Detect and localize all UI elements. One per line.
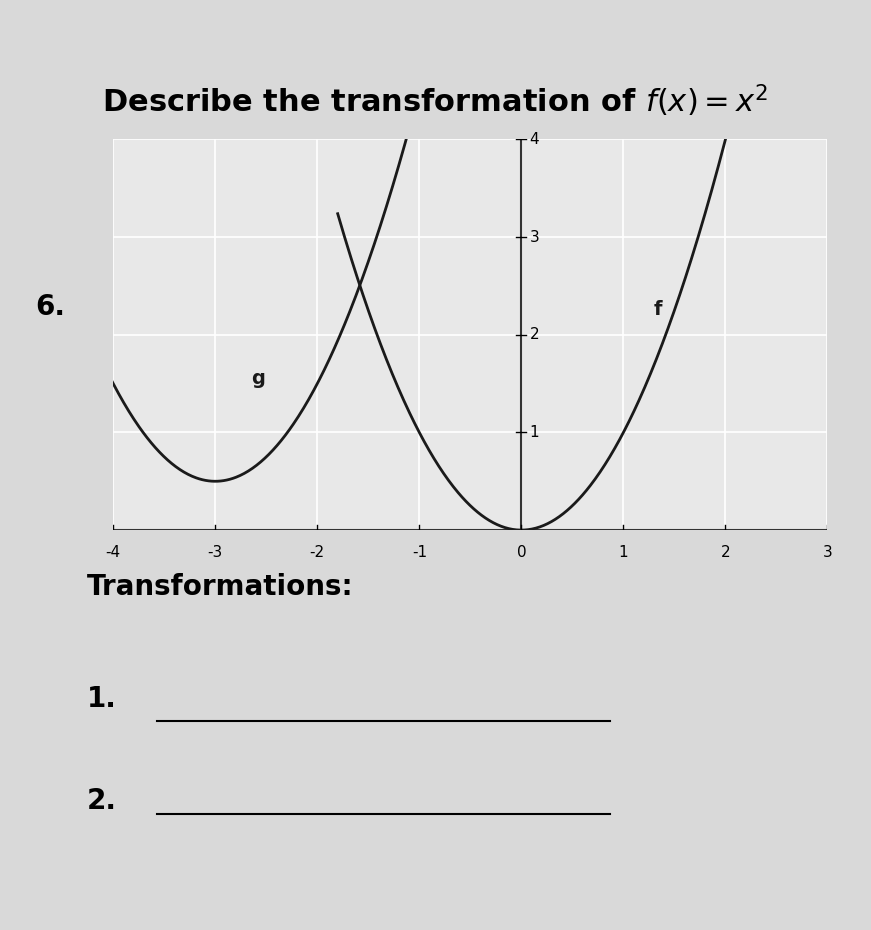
- Text: 2.: 2.: [87, 787, 117, 815]
- Text: -4: -4: [105, 545, 121, 560]
- Text: 6.: 6.: [35, 293, 64, 321]
- Text: 1: 1: [530, 425, 539, 440]
- Text: 1.: 1.: [87, 684, 117, 712]
- Text: -3: -3: [207, 545, 223, 560]
- Text: Describe the transformation of $f(x) = x^2$: Describe the transformation of $f(x) = x…: [103, 83, 768, 119]
- Text: Transformations:: Transformations:: [87, 573, 354, 601]
- Text: 2: 2: [530, 327, 539, 342]
- Text: -2: -2: [310, 545, 325, 560]
- Text: g: g: [251, 368, 265, 388]
- Text: 0: 0: [517, 545, 526, 560]
- Text: 3: 3: [530, 230, 539, 245]
- Text: 1: 1: [618, 545, 628, 560]
- Text: 4: 4: [530, 132, 539, 147]
- Text: f: f: [654, 300, 663, 319]
- Text: 3: 3: [822, 545, 833, 560]
- Text: 2: 2: [720, 545, 730, 560]
- Text: -1: -1: [412, 545, 427, 560]
